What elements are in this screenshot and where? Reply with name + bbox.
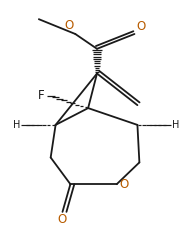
Text: O: O [64, 19, 73, 32]
Text: O: O [57, 213, 66, 226]
Text: H: H [13, 120, 20, 130]
Text: O: O [136, 20, 146, 33]
Text: O: O [120, 178, 129, 191]
Text: F: F [38, 89, 45, 102]
Text: H: H [172, 120, 179, 130]
